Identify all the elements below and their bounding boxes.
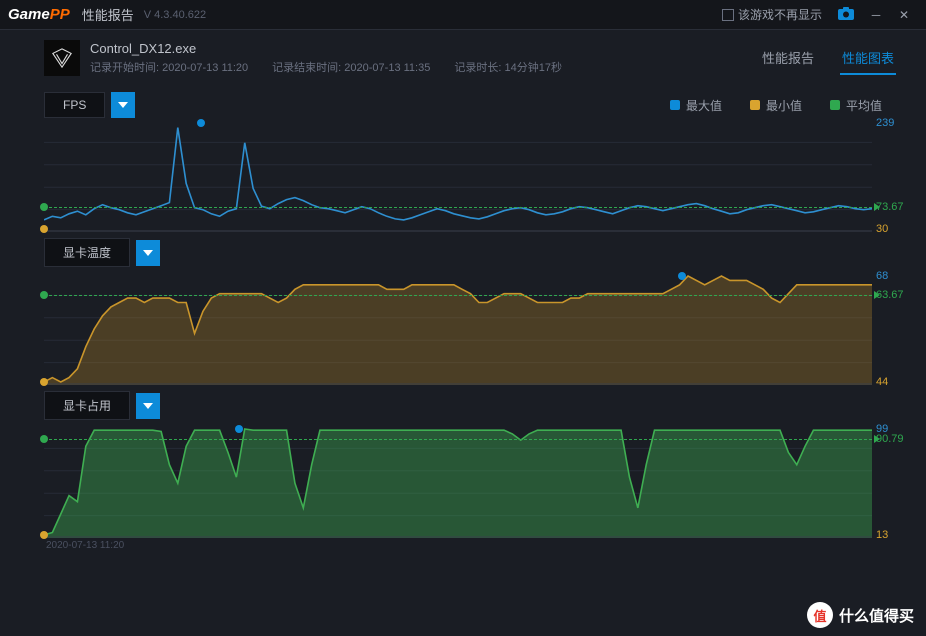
metric-label: FPS xyxy=(44,92,105,118)
metric-select-fps[interactable]: FPS xyxy=(44,92,135,118)
chart-fps: 239 73.67 30 xyxy=(44,120,912,232)
legend-max: 最大值 xyxy=(670,97,722,114)
metric-select-gpu-temp[interactable]: 显卡温度 xyxy=(44,238,160,267)
controls-row: FPS 最大值 最小值 平均值 xyxy=(0,84,926,120)
camera-icon[interactable] xyxy=(838,7,854,23)
app-logo: GamePP xyxy=(8,6,70,23)
charts-container: 239 73.67 30 显卡温度 68 63.67 44 xyxy=(0,120,926,551)
chart-gpu-usage: 显卡占用 99 90.79 13 2020-07-13 11:20 xyxy=(44,391,912,551)
metric-label: 显卡占用 xyxy=(44,391,130,420)
legend-avg: 平均值 xyxy=(830,97,882,114)
exe-name: Control_DX12.exe xyxy=(90,41,760,56)
close-button[interactable]: ✕ xyxy=(890,5,918,25)
metric-label: 显卡温度 xyxy=(44,238,130,267)
metric-select-gpu-usage[interactable]: 显卡占用 xyxy=(44,391,160,420)
hide-game-label: 该游戏不再显示 xyxy=(738,6,822,23)
chart-gpu-temp: 显卡温度 68 63.67 44 xyxy=(44,238,912,385)
swatch-avg xyxy=(830,100,840,110)
header: Control_DX12.exe 记录开始时间: 2020-07-13 11:2… xyxy=(0,30,926,84)
hide-game-checkbox[interactable]: 该游戏不再显示 xyxy=(722,6,822,23)
dropdown-button[interactable] xyxy=(111,92,135,118)
swatch-max xyxy=(670,100,680,110)
end-time: 记录结束时间: 2020-07-13 11:35 xyxy=(272,59,430,75)
swatch-min xyxy=(750,100,760,110)
version-label: V 4.3.40.622 xyxy=(144,9,206,21)
duration: 记录时长: 14分钟17秒 xyxy=(454,59,562,75)
tab-report[interactable]: 性能报告 xyxy=(760,42,816,75)
dropdown-button[interactable] xyxy=(136,393,160,419)
start-time: 记录开始时间: 2020-07-13 11:20 xyxy=(90,59,248,75)
checkbox-icon xyxy=(722,9,734,21)
watermark: 值 什么值得买 xyxy=(807,602,914,628)
legend-min: 最小值 xyxy=(750,97,802,114)
minimize-button[interactable]: ─ xyxy=(862,5,890,25)
window-title: 性能报告 xyxy=(82,5,134,24)
dropdown-button[interactable] xyxy=(136,240,160,266)
watermark-text: 什么值得买 xyxy=(839,605,914,626)
x-axis-time: 2020-07-13 11:20 xyxy=(46,540,912,551)
watermark-badge: 值 xyxy=(807,602,833,628)
legend: 最大值 最小值 平均值 xyxy=(670,97,882,114)
tab-chart[interactable]: 性能图表 xyxy=(840,42,896,75)
game-icon xyxy=(44,40,80,76)
title-bar: GamePP 性能报告 V 4.3.40.622 该游戏不再显示 ─ ✕ xyxy=(0,0,926,30)
tabs: 性能报告 性能图表 xyxy=(760,42,896,75)
